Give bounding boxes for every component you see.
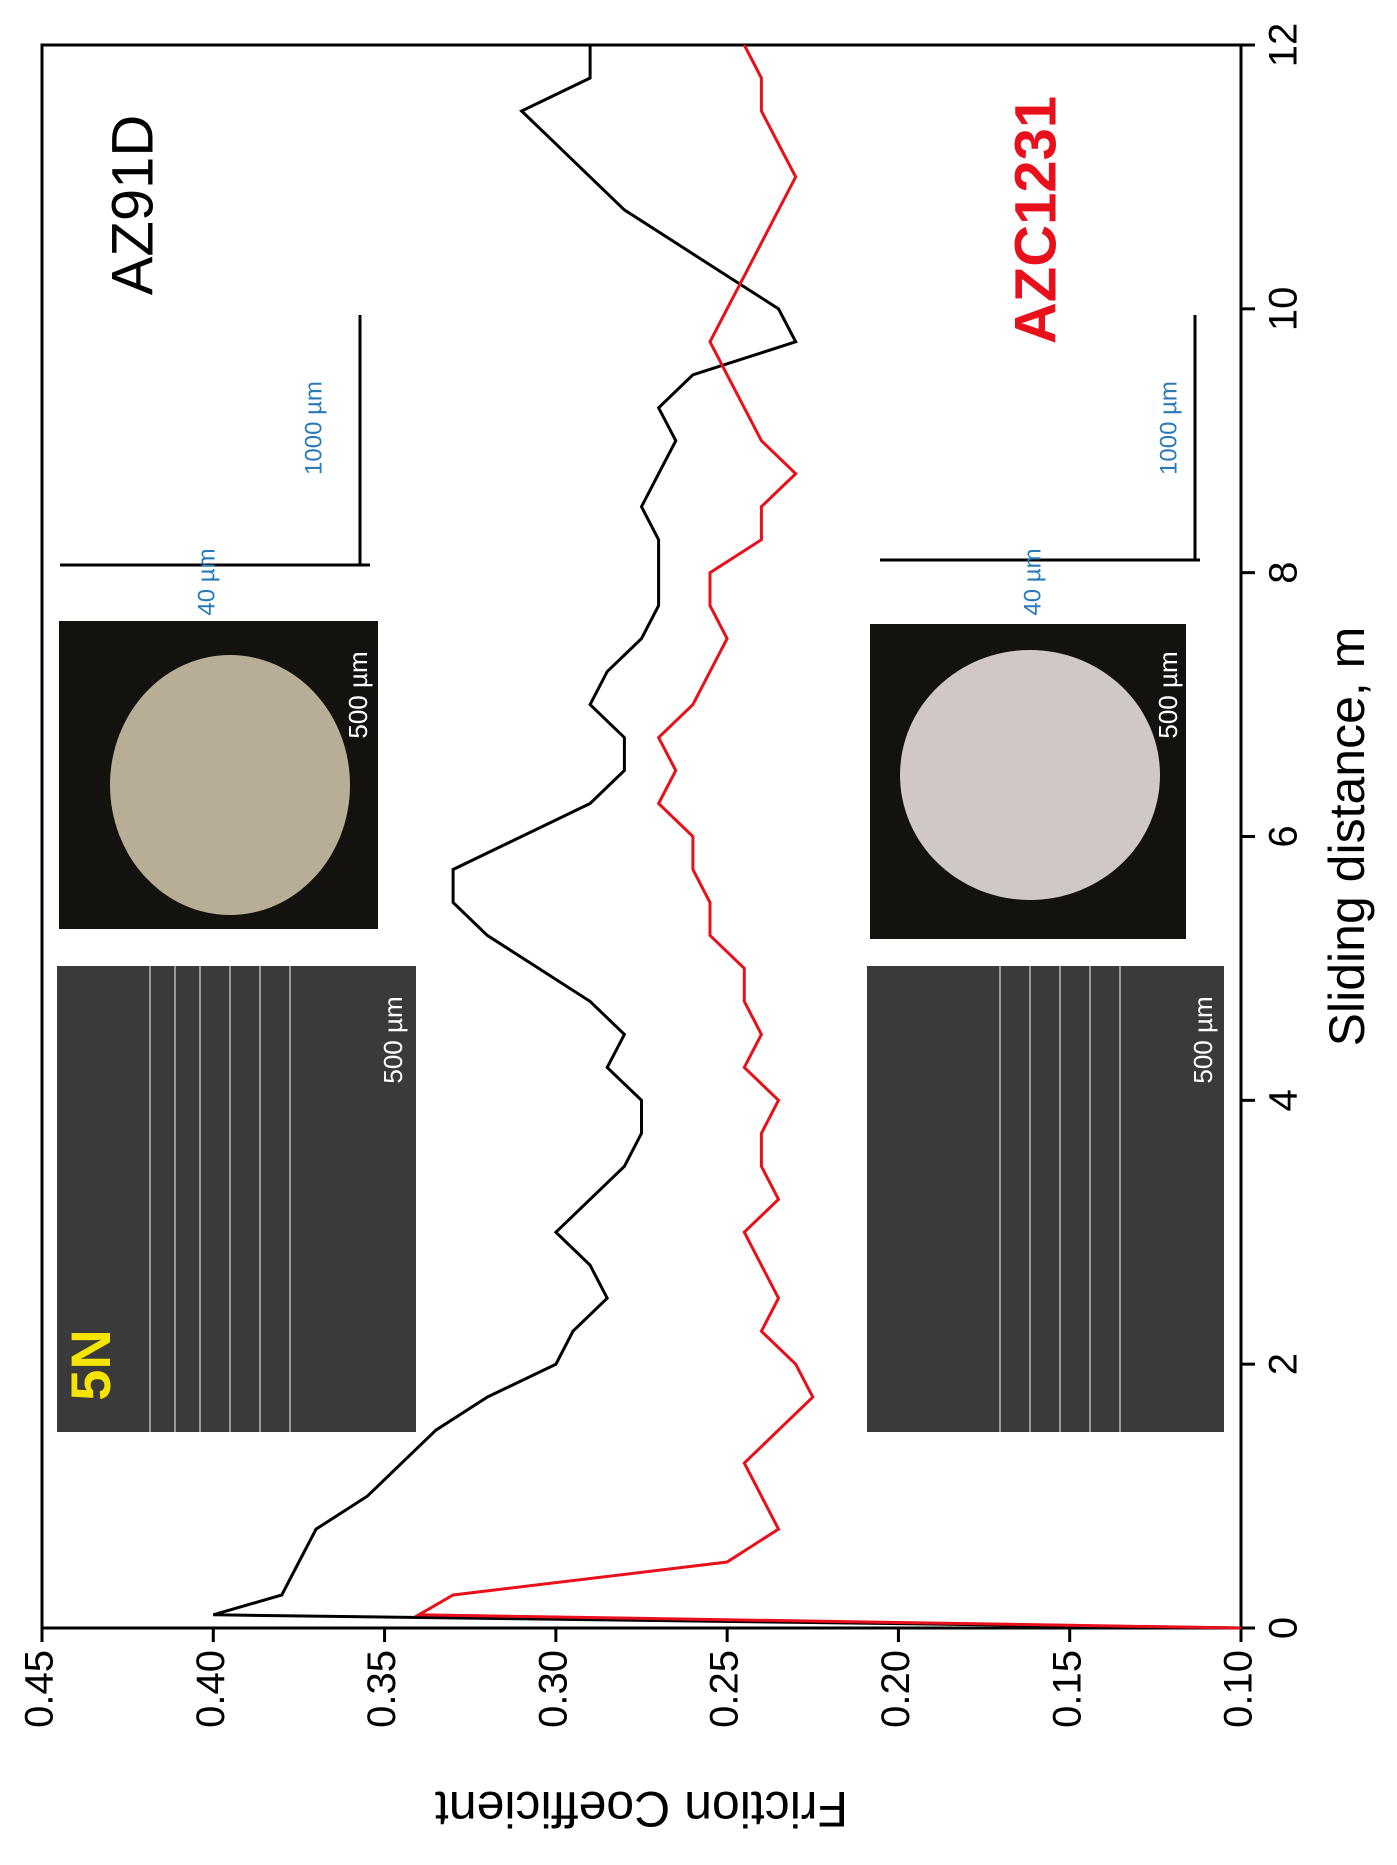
wear-scar: [900, 650, 1160, 900]
y-axis-label: Friction Coefficient: [435, 1781, 848, 1837]
rotated-chart: 0.10 0.15 0.20 0.25 0.30 0.35 0.40 0.45 0 2 4 6 8 10 1…: [18, 23, 1376, 1837]
annotation: 500 µm: [343, 651, 373, 738]
x-tick-label: 0: [1262, 1617, 1306, 1639]
annotation: 1000 µm: [300, 381, 327, 475]
sem-inset: [867, 966, 1224, 1432]
x-tick-label: 8: [1262, 562, 1306, 584]
wear-track: [149, 966, 291, 1432]
annotation: 500 µm: [1188, 996, 1218, 1083]
annotation: 500 µm: [1153, 651, 1183, 738]
annotation: 40 µm: [193, 548, 220, 615]
series-line: [212, 45, 1242, 1630]
x-tick-label: 6: [1262, 825, 1306, 847]
y-tick-label: 0.40: [189, 1650, 233, 1728]
series-line: [413, 44, 1242, 1630]
x-tick-label: 12: [1262, 23, 1306, 68]
x-axis-label: Sliding distance, m: [1319, 627, 1375, 1047]
x-tick-label: 10: [1262, 287, 1306, 332]
annotation: 40 µm: [1019, 548, 1046, 615]
annotation: 5N: [59, 1329, 122, 1401]
series-label: AZC1231: [1003, 96, 1068, 344]
y-tick-label: 0.20: [874, 1650, 918, 1728]
scale-arrows: [60, 315, 1200, 567]
annotation: 1000 µm: [1155, 381, 1182, 475]
wear-scar: [110, 655, 350, 915]
y-tick-label: 0.25: [703, 1650, 747, 1728]
x-tick-label: 2: [1262, 1353, 1306, 1375]
series-label: AZ91D: [100, 115, 165, 296]
y-tick-label: 0.45: [18, 1650, 62, 1728]
y-tick-label: 0.35: [360, 1650, 404, 1728]
y-tick-label: 0.30: [531, 1650, 575, 1728]
y-tick-label: 0.15: [1045, 1650, 1089, 1728]
sem-inset: [57, 966, 416, 1432]
x-tick-label: 4: [1262, 1089, 1306, 1111]
y-tick-label: 0.10: [1217, 1650, 1261, 1728]
annotation: 500 µm: [378, 996, 408, 1083]
wear-track: [999, 966, 1121, 1432]
